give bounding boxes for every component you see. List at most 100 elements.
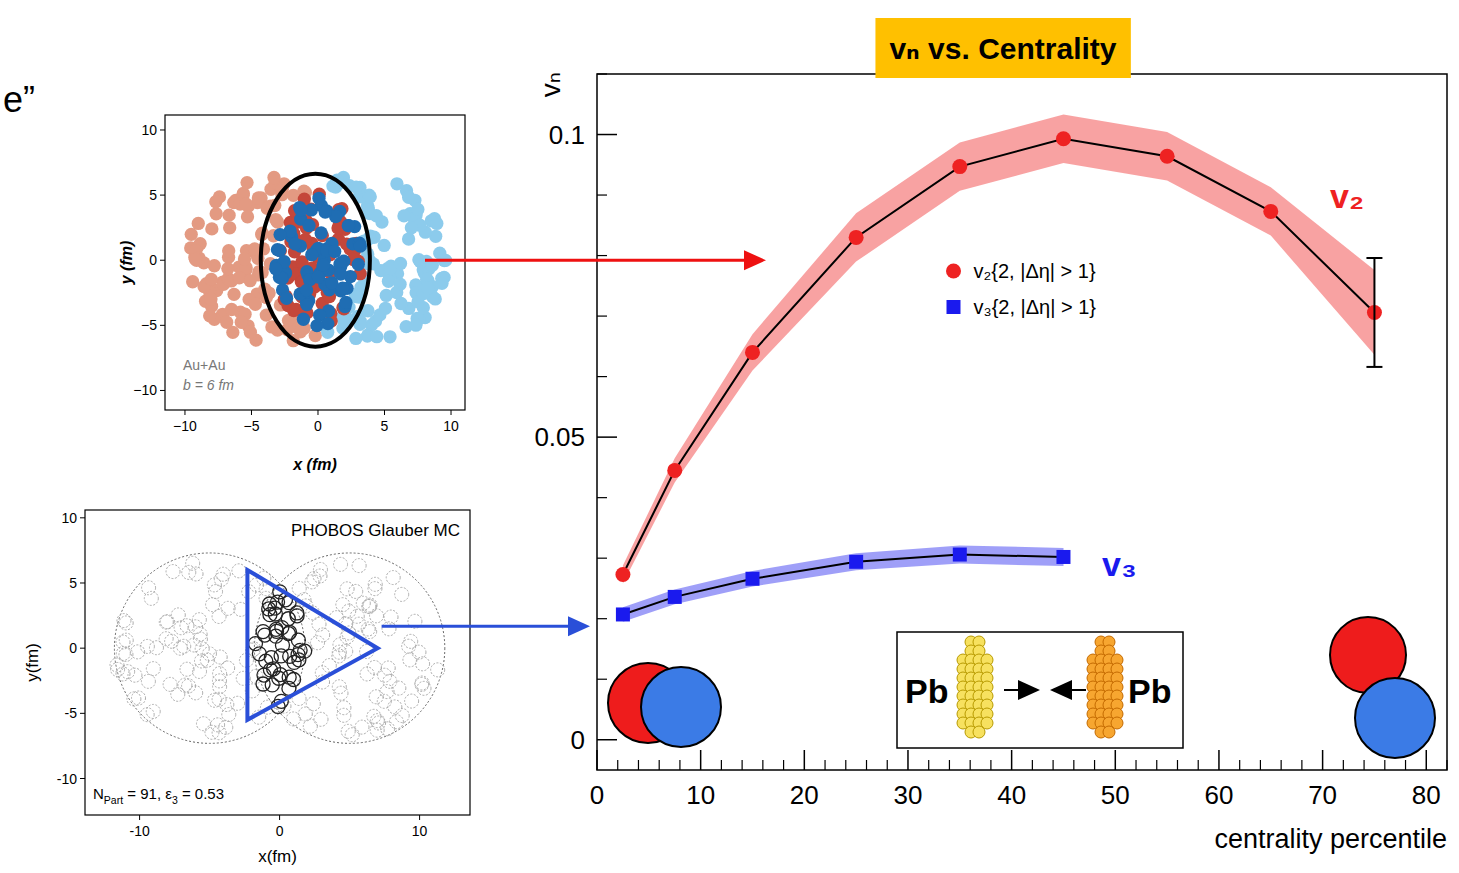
spectator-nucleon — [311, 636, 325, 650]
almond-outline — [261, 174, 370, 347]
spectator-nucleon — [213, 680, 227, 694]
arrow-head — [1018, 680, 1040, 700]
spectator-nucleon — [332, 645, 346, 659]
x-tick — [700, 750, 702, 770]
spectator-nucleon — [211, 718, 225, 732]
spectator-nucleon — [144, 591, 158, 605]
collision-frame — [897, 632, 1183, 748]
x-tick-label: 0 — [590, 780, 604, 810]
spectator-nucleon — [222, 209, 235, 222]
marker — [667, 463, 682, 478]
collision-box: PbPb — [897, 632, 1183, 748]
legend-label: v₂{2, |Δη| > 1} — [974, 260, 1096, 282]
spectator-nucleon — [171, 687, 185, 701]
inset-x-tick — [279, 815, 280, 820]
x-tick — [907, 750, 909, 770]
spectator-nucleon — [180, 619, 194, 633]
x-minor-tick — [742, 760, 743, 770]
x-tick-label: 60 — [1204, 780, 1233, 810]
y-tick — [597, 134, 617, 136]
spectator-nucleon — [159, 615, 173, 629]
spectator-nucleon — [368, 582, 382, 596]
spectator-nucleon — [370, 714, 384, 728]
spectator-nucleon — [369, 690, 383, 704]
spectator-nucleon — [146, 704, 160, 718]
inset: −10−50510−10−50510Au+Aub = 6 fmx (fm)y (… — [118, 115, 465, 473]
spectator-nucleon — [395, 709, 409, 723]
participant-nucleon — [315, 226, 328, 239]
participant-nucleon — [256, 677, 270, 691]
inset-y-tick — [160, 325, 165, 326]
error-bar-stem — [1373, 258, 1375, 367]
collision-arrow — [1004, 680, 1040, 700]
inset-x-tick — [184, 410, 185, 415]
x-minor-tick — [1363, 760, 1364, 770]
spectator-nucleon — [220, 316, 233, 329]
inset-x-tick-label: −10 — [173, 418, 197, 434]
spectator-nucleon — [193, 627, 207, 641]
spectator-nucleon — [189, 686, 203, 700]
spectator-nucleon — [111, 662, 125, 676]
y-tick-label: 0.05 — [534, 422, 585, 452]
spectator-nucleon — [380, 685, 394, 699]
spectator-nucleon — [187, 638, 201, 652]
plot-frame — [597, 74, 1447, 770]
spectator-nucleon — [384, 610, 398, 624]
collision-arrow — [1050, 680, 1086, 700]
spectator-nucleon — [370, 609, 384, 623]
participant-nucleon — [290, 606, 304, 620]
spectator-nucleon — [252, 191, 265, 204]
spectator-nucleon — [314, 712, 328, 726]
x-minor-tick — [1239, 760, 1240, 770]
spectator-nucleon — [213, 650, 227, 664]
spectator-nucleon — [238, 252, 251, 265]
y-minor-tick — [597, 315, 607, 316]
inset-x-tick — [139, 815, 140, 820]
spectator-nucleon — [370, 330, 383, 343]
inset-y-tick — [160, 129, 165, 130]
spectator-nucleon — [349, 584, 363, 598]
x-tick-label: 10 — [686, 780, 715, 810]
x-tick — [1115, 750, 1117, 770]
spectator-nucleon — [411, 203, 424, 216]
inset-label: Au+Au — [183, 357, 225, 373]
inset-label: b = 6 fm — [183, 377, 234, 393]
spectator-nucleon — [379, 302, 392, 315]
spectator-nucleon — [286, 712, 300, 726]
inset-y-tick — [80, 582, 85, 583]
spectator-nucleon — [378, 239, 391, 252]
nucleus-outline — [254, 553, 444, 743]
inset-x-tick — [451, 410, 452, 415]
participant-nucleon — [328, 245, 341, 258]
spectator-nucleon — [316, 628, 330, 642]
spectator-nucleon — [416, 657, 430, 671]
spectator-nucleon — [208, 259, 221, 272]
x-tick — [804, 750, 806, 770]
spectator-nucleon — [364, 190, 377, 203]
lines — [623, 139, 1375, 615]
inset-y-tick-label: 0 — [149, 252, 157, 268]
inset-x-tick — [317, 410, 318, 415]
spectator-nucleon — [244, 326, 257, 339]
spectator-nucleon — [235, 316, 248, 329]
arrow-shaft — [382, 625, 568, 628]
pointer-arrow — [382, 616, 590, 636]
spectator-nucleon — [361, 622, 375, 636]
x-minor-tick — [659, 760, 660, 770]
x-minor-tick — [679, 760, 680, 770]
spectator-nucleon — [345, 728, 359, 742]
pointer-arrow — [425, 250, 766, 270]
x-minor-tick — [845, 760, 846, 770]
title-box — [875, 18, 1130, 78]
x-tick-label: 40 — [997, 780, 1026, 810]
data-layer — [615, 115, 1382, 622]
spectator-nucleon — [380, 289, 393, 302]
marker — [745, 345, 760, 360]
inset-frame — [85, 510, 470, 815]
inset-x-title: x(fm) — [258, 847, 297, 866]
y-minor-tick — [597, 679, 607, 680]
x-minor-tick — [928, 760, 929, 770]
series-line — [623, 139, 1375, 575]
participant-nucleon — [300, 284, 313, 297]
inset-y-tick-label: 10 — [141, 122, 157, 138]
